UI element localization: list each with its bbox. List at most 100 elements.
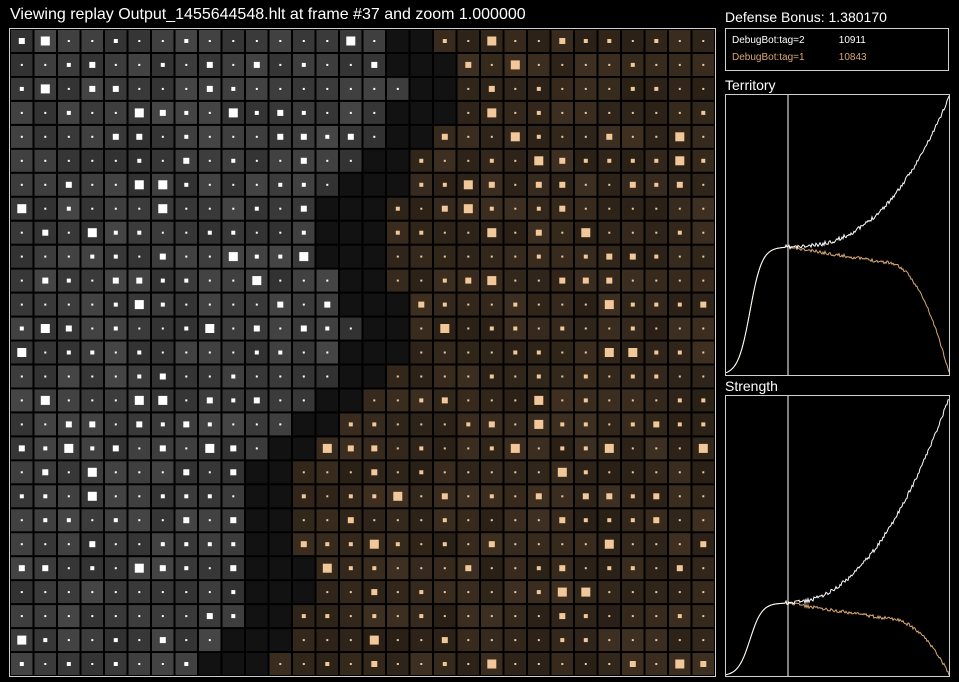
unit-marker xyxy=(114,207,117,210)
unit-marker xyxy=(230,469,237,476)
unit-marker xyxy=(161,231,164,234)
unit-marker xyxy=(420,663,423,665)
unit-marker xyxy=(302,87,305,90)
unit-marker xyxy=(161,663,164,665)
unit-marker xyxy=(302,279,305,282)
unit-marker xyxy=(467,663,470,665)
unit-marker xyxy=(369,635,379,645)
unit-marker xyxy=(252,276,262,286)
unit-marker xyxy=(185,399,188,402)
unit-marker xyxy=(230,445,237,452)
unit-marker xyxy=(208,279,211,282)
unit-marker xyxy=(608,399,611,402)
game-board[interactable] xyxy=(9,28,716,677)
unit-marker xyxy=(208,351,211,354)
unit-marker xyxy=(654,350,659,355)
unit-marker xyxy=(90,566,95,571)
unit-marker xyxy=(561,63,564,66)
unit-marker xyxy=(91,663,94,665)
unit-marker xyxy=(302,519,305,522)
unit-marker xyxy=(44,207,47,210)
unit-marker xyxy=(208,159,211,162)
unit-marker xyxy=(654,158,659,163)
unit-marker xyxy=(582,277,589,284)
unit-marker xyxy=(183,517,190,524)
unit-marker xyxy=(678,591,681,594)
unit-marker xyxy=(630,326,635,331)
unit-marker xyxy=(702,615,705,618)
unit-marker xyxy=(44,423,47,426)
unit-marker xyxy=(324,301,331,308)
unit-marker xyxy=(420,543,423,546)
strength-graph[interactable] xyxy=(725,395,950,677)
unit-marker xyxy=(441,397,448,404)
unit-marker xyxy=(702,351,705,354)
unit-marker xyxy=(279,663,282,665)
unit-marker xyxy=(537,663,540,665)
unit-marker xyxy=(184,494,189,499)
strength-title: Strength xyxy=(725,378,778,394)
unit-marker xyxy=(44,255,47,258)
unit-marker xyxy=(560,446,565,451)
unit-marker xyxy=(655,615,658,618)
unit-marker xyxy=(584,207,587,210)
unit-marker xyxy=(231,374,236,379)
unit-marker xyxy=(185,375,188,378)
unit-marker xyxy=(91,375,94,378)
unit-marker xyxy=(208,303,211,306)
unit-marker xyxy=(300,157,307,164)
unit-marker xyxy=(442,278,447,283)
board-cell xyxy=(387,293,409,316)
board-cell xyxy=(269,557,291,580)
unit-marker xyxy=(326,87,329,90)
territory-graph[interactable] xyxy=(725,94,950,376)
unit-marker xyxy=(302,471,305,474)
unit-marker xyxy=(678,40,681,42)
unit-marker xyxy=(160,542,165,547)
unit-marker xyxy=(40,395,50,405)
board-cell xyxy=(363,221,385,244)
unit-marker xyxy=(185,255,188,258)
unit-marker xyxy=(208,519,211,522)
unit-marker xyxy=(326,351,329,354)
unit-marker xyxy=(301,62,306,67)
unit-marker xyxy=(19,494,24,499)
unit-marker xyxy=(419,446,424,451)
board-cell xyxy=(387,30,409,52)
unit-marker xyxy=(19,662,24,666)
unit-marker xyxy=(44,183,47,186)
unit-marker xyxy=(514,567,517,570)
unit-marker xyxy=(676,565,683,572)
unit-marker xyxy=(113,302,118,307)
unit-marker xyxy=(302,375,305,378)
unit-marker xyxy=(559,517,566,524)
unit-marker xyxy=(514,543,517,546)
unit-marker xyxy=(701,158,706,163)
unit-marker xyxy=(396,639,399,642)
unit-marker xyxy=(184,134,189,139)
unit-marker xyxy=(419,182,424,187)
unit-marker xyxy=(396,423,399,426)
unit-marker xyxy=(349,471,352,474)
unit-marker xyxy=(655,63,658,66)
unit-marker xyxy=(137,374,142,379)
unit-marker xyxy=(137,230,142,235)
unit-marker xyxy=(372,422,377,427)
unit-marker xyxy=(561,399,564,402)
unit-marker xyxy=(138,543,141,546)
unit-marker xyxy=(489,374,494,379)
unit-marker xyxy=(279,159,282,162)
unit-marker xyxy=(700,661,707,667)
unit-marker xyxy=(490,519,493,522)
board-cell xyxy=(363,341,385,364)
unit-marker xyxy=(631,207,634,210)
legend-player-2: DebugBot:tag=2 10911 xyxy=(732,34,866,48)
unit-marker xyxy=(654,182,659,187)
unit-marker xyxy=(463,204,473,214)
unit-marker xyxy=(631,615,634,618)
unit-marker xyxy=(489,494,494,499)
board-cell xyxy=(363,269,385,292)
unit-marker xyxy=(19,326,24,331)
unit-marker xyxy=(279,87,282,90)
unit-marker xyxy=(583,398,588,403)
